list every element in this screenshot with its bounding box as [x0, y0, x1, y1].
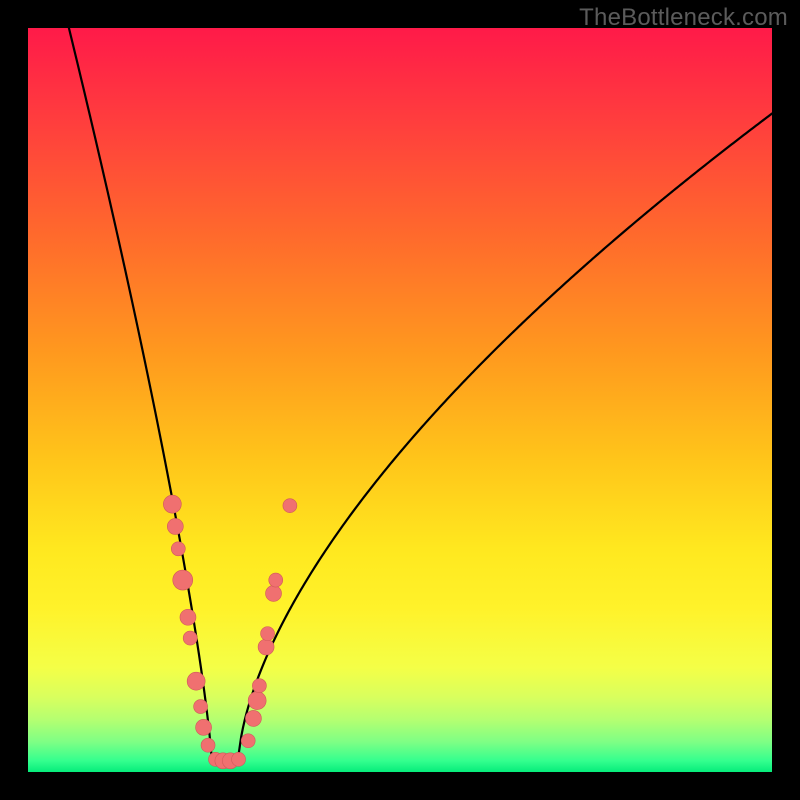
- datapoint: [283, 499, 297, 513]
- datapoint: [252, 679, 266, 693]
- datapoint: [261, 627, 275, 641]
- datapoint: [183, 631, 197, 645]
- datapoint: [194, 700, 208, 714]
- datapoint: [201, 738, 215, 752]
- datapoint: [173, 570, 193, 590]
- datapoint: [196, 719, 212, 735]
- datapoint: [171, 542, 185, 556]
- datapoint: [269, 573, 283, 587]
- datapoint: [248, 692, 266, 710]
- datapoint: [167, 518, 183, 534]
- datapoint: [258, 639, 274, 655]
- bottleneck-chart: [0, 0, 800, 800]
- datapoint: [187, 672, 205, 690]
- datapoint: [245, 710, 261, 726]
- datapoint: [241, 734, 255, 748]
- datapoint: [163, 495, 181, 513]
- chart-background-gradient: [28, 28, 772, 772]
- datapoint: [180, 609, 196, 625]
- chart-container: TheBottleneck.com: [0, 0, 800, 800]
- datapoint: [232, 752, 246, 766]
- datapoint: [266, 585, 282, 601]
